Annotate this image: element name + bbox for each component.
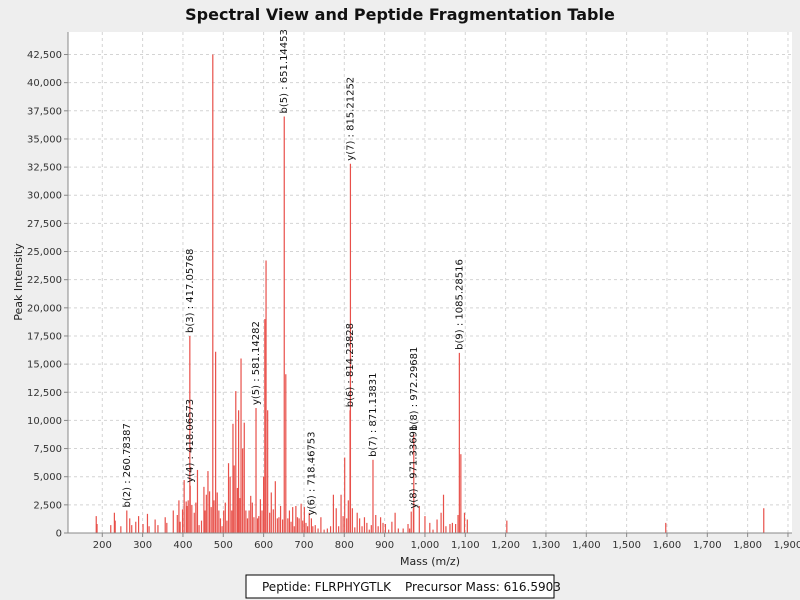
y-tick-label: 5,000 bbox=[33, 472, 62, 483]
y-tick-label: 10,000 bbox=[27, 416, 62, 427]
plot-area bbox=[68, 32, 792, 533]
y-tick-label: 40,000 bbox=[27, 78, 62, 89]
x-tick-label: 1,900 bbox=[774, 540, 800, 551]
x-tick-label: 500 bbox=[214, 540, 233, 551]
y-tick-label: 37,500 bbox=[27, 106, 62, 117]
x-tick-label: 1,600 bbox=[653, 540, 682, 551]
x-tick-label: 700 bbox=[294, 540, 313, 551]
chart-title: Spectral View and Peptide Fragmentation … bbox=[185, 5, 615, 24]
grid-lines bbox=[68, 32, 792, 534]
y-axis-ticks: 0 2,500 5,000 7,500 10,000 12,500 15,000 17,500… bbox=[27, 50, 68, 540]
x-tick-label: 1,000 bbox=[411, 540, 440, 551]
peak-annotation-label: y(6) : 718.46753 bbox=[306, 431, 317, 515]
x-tick-label: 1,700 bbox=[693, 540, 722, 551]
x-axis-title: Mass (m/z) bbox=[400, 555, 460, 568]
y-tick-label: 17,500 bbox=[27, 331, 62, 342]
x-tick-label: 1,100 bbox=[451, 540, 480, 551]
x-tick-label: 600 bbox=[254, 540, 273, 551]
peak-annotation-label: y(8) : 971.33691 bbox=[408, 425, 419, 509]
y-tick-label: 27,500 bbox=[27, 219, 62, 230]
x-tick-label: 200 bbox=[93, 540, 112, 551]
peak-annotation-label: y(7) : 815.21252 bbox=[345, 77, 356, 161]
y-tick-label: 22,500 bbox=[27, 275, 62, 286]
info-box-frame bbox=[245, 574, 555, 599]
peak-annotation-label: b(7) : 871.13831 bbox=[368, 372, 379, 456]
x-tick-label: 900 bbox=[375, 540, 394, 551]
x-tick-label: 1,800 bbox=[733, 540, 762, 551]
peak-annotation-label: b(5) : 651.14453 bbox=[279, 29, 290, 113]
y-tick-label: 2,500 bbox=[33, 500, 62, 511]
x-axis-ticks: 200 300 400 500 600 700 800 900 1,000 1,100 1,200 1… bbox=[93, 533, 800, 551]
x-tick-label: 300 bbox=[133, 540, 152, 551]
peak-annotation-label: b(3) : 417.05768 bbox=[185, 249, 196, 333]
y-tick-label: 15,000 bbox=[27, 360, 62, 371]
x-tick-label: 400 bbox=[173, 540, 192, 551]
y-tick-label: 7,500 bbox=[33, 444, 62, 455]
y-tick-label: 20,000 bbox=[27, 303, 62, 314]
peak-annotation-label: y(4) : 418.06573 bbox=[185, 399, 196, 483]
info-box: Peptide: FLRPHYGTLK Precursor Mass: 616.… bbox=[245, 574, 561, 599]
x-tick-label: 1,500 bbox=[612, 540, 641, 551]
y-tick-label: 30,000 bbox=[27, 191, 62, 202]
peptide-label: Peptide: FLRPHYGTLK bbox=[262, 580, 392, 594]
x-tick-label: 1,200 bbox=[491, 540, 520, 551]
peak-annotation-label: b(2) : 260.78387 bbox=[122, 423, 133, 507]
y-tick-label: 25,000 bbox=[27, 247, 62, 258]
x-tick-label: 1,300 bbox=[532, 540, 561, 551]
x-tick-label: 800 bbox=[335, 540, 354, 551]
precursor-mass-label: Precursor Mass: 616.5903 bbox=[405, 580, 561, 594]
x-tick-label: 1,400 bbox=[572, 540, 601, 551]
peak-series bbox=[95, 54, 765, 533]
peak-annotations: b(2) : 260.78387 b(3) : 417.05768 y(4) : 4… bbox=[122, 29, 466, 515]
peak-annotation-label: y(5) : 581.14282 bbox=[251, 321, 262, 405]
y-tick-label: 35,000 bbox=[27, 134, 62, 145]
y-tick-label: 32,500 bbox=[27, 163, 62, 174]
y-axis-title: Peak Intensity bbox=[12, 243, 25, 321]
y-tick-label: 42,500 bbox=[27, 50, 62, 61]
y-tick-label: 12,500 bbox=[27, 388, 62, 399]
peak-annotation-label: b(6) : 814.23828 bbox=[345, 323, 356, 407]
peak-annotation-label: b(9) : 1085.28516 bbox=[454, 259, 465, 350]
y-tick-label: 0 bbox=[56, 529, 62, 540]
peak-annotation-label: b(8) : 972.29681 bbox=[409, 347, 420, 431]
